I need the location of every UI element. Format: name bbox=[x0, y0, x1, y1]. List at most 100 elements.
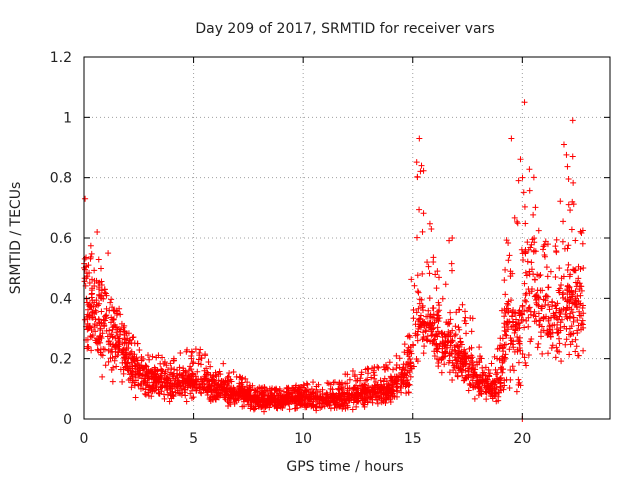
data-point bbox=[468, 344, 475, 351]
data-point bbox=[545, 301, 552, 308]
data-point bbox=[342, 371, 349, 378]
data-point bbox=[487, 370, 494, 377]
data-point bbox=[344, 385, 351, 392]
data-point bbox=[313, 407, 320, 414]
data-point bbox=[389, 393, 396, 400]
data-point bbox=[470, 373, 477, 380]
data-point bbox=[396, 355, 403, 362]
data-point bbox=[109, 304, 116, 311]
data-point bbox=[364, 399, 371, 406]
data-point bbox=[361, 395, 368, 402]
data-point bbox=[170, 391, 177, 398]
data-point bbox=[435, 356, 442, 363]
data-point bbox=[440, 353, 447, 360]
data-point bbox=[426, 220, 433, 227]
data-point bbox=[572, 336, 579, 343]
data-point bbox=[566, 351, 573, 358]
data-point bbox=[513, 316, 520, 323]
data-point bbox=[92, 307, 99, 314]
data-point bbox=[569, 309, 576, 316]
data-point bbox=[528, 259, 535, 266]
data-point bbox=[393, 384, 400, 391]
data-point bbox=[98, 308, 105, 315]
data-point bbox=[521, 297, 528, 304]
data-point bbox=[389, 366, 396, 373]
data-point bbox=[516, 312, 523, 319]
data-point bbox=[507, 366, 514, 373]
data-point bbox=[532, 293, 539, 300]
data-point bbox=[387, 373, 394, 380]
data-point bbox=[515, 320, 522, 327]
data-point bbox=[130, 334, 137, 341]
data-point bbox=[493, 398, 500, 405]
data-point bbox=[225, 373, 232, 380]
data-point bbox=[435, 359, 442, 366]
data-point bbox=[554, 316, 561, 323]
data-point bbox=[462, 361, 469, 368]
data-point bbox=[571, 300, 578, 307]
data-point bbox=[516, 324, 523, 331]
data-point bbox=[420, 335, 427, 342]
data-point bbox=[462, 320, 469, 327]
data-point bbox=[221, 394, 228, 401]
data-point bbox=[246, 384, 253, 391]
data-point bbox=[410, 342, 417, 349]
data-point bbox=[91, 299, 98, 306]
data-point bbox=[481, 382, 488, 389]
data-point bbox=[541, 253, 548, 260]
data-point bbox=[371, 364, 378, 371]
data-point bbox=[419, 304, 426, 311]
data-point bbox=[107, 340, 114, 347]
data-point bbox=[539, 350, 546, 357]
y-tick-label: 1 bbox=[63, 110, 72, 126]
data-point bbox=[531, 308, 538, 315]
data-point bbox=[391, 379, 398, 386]
data-point bbox=[121, 331, 128, 338]
data-point bbox=[267, 401, 274, 408]
data-point bbox=[128, 384, 135, 391]
x-tick-label: 15 bbox=[404, 431, 422, 447]
data-point bbox=[198, 355, 205, 362]
data-point bbox=[560, 273, 567, 280]
data-point bbox=[203, 365, 210, 372]
data-point bbox=[468, 352, 475, 359]
data-point bbox=[535, 340, 542, 347]
data-point bbox=[341, 391, 348, 398]
data-point bbox=[468, 358, 475, 365]
data-point bbox=[458, 341, 465, 348]
data-point bbox=[195, 360, 202, 367]
data-point bbox=[101, 286, 108, 293]
data-point bbox=[546, 306, 553, 313]
data-point bbox=[229, 393, 236, 400]
data-point bbox=[436, 302, 443, 309]
data-point bbox=[188, 373, 195, 380]
data-point bbox=[534, 344, 541, 351]
data-point bbox=[564, 245, 571, 252]
data-point bbox=[388, 389, 395, 396]
data-point bbox=[267, 389, 274, 396]
data-point bbox=[477, 387, 484, 394]
data-point bbox=[438, 329, 445, 336]
data-point bbox=[574, 352, 581, 359]
data-point bbox=[126, 363, 133, 370]
data-point bbox=[516, 345, 523, 352]
data-point bbox=[87, 333, 94, 340]
data-point bbox=[278, 394, 285, 401]
data-point bbox=[533, 301, 540, 308]
data-point bbox=[563, 151, 570, 158]
data-point bbox=[546, 327, 553, 334]
data-point bbox=[519, 350, 526, 357]
data-point bbox=[112, 353, 119, 360]
data-point bbox=[502, 331, 509, 338]
data-point bbox=[434, 348, 441, 355]
data-point bbox=[331, 404, 338, 411]
data-point bbox=[507, 376, 514, 383]
data-point bbox=[103, 327, 110, 334]
data-point bbox=[465, 372, 472, 379]
data-point bbox=[414, 234, 421, 241]
data-point bbox=[522, 269, 529, 276]
data-point bbox=[411, 282, 418, 289]
data-point bbox=[454, 343, 461, 350]
data-point bbox=[148, 393, 155, 400]
data-point bbox=[171, 380, 178, 387]
